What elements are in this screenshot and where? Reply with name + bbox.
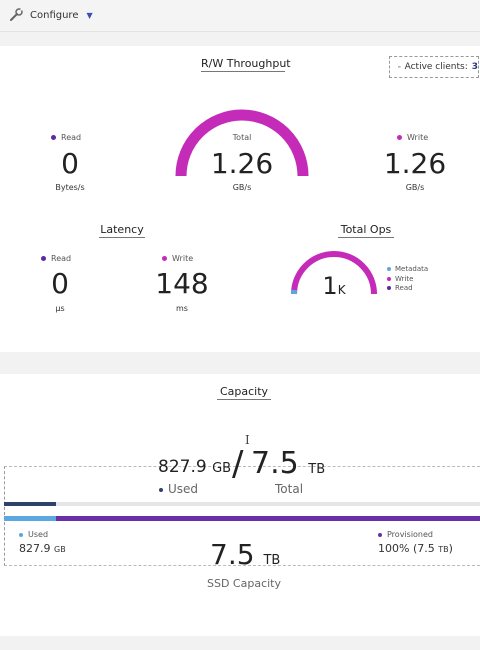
total-ops-title: Total Ops bbox=[338, 223, 394, 238]
capacity-total-label: Total bbox=[275, 482, 304, 496]
used-dot-icon bbox=[159, 487, 163, 492]
top-toolbar: Configure ▼ bbox=[0, 0, 480, 32]
total-ops-legend: Metadata Write Read bbox=[387, 265, 428, 294]
capacity-panel: Capacity I 827.9 GB / 7.5 TB Used Total … bbox=[0, 374, 480, 636]
capacity-total-value: 7.5 TB bbox=[251, 446, 326, 481]
throughput-read-value: 0 bbox=[61, 147, 79, 180]
provisioned-legend: Provisioned bbox=[378, 530, 433, 539]
legend-metadata: Metadata bbox=[387, 265, 428, 275]
read-dot-icon bbox=[41, 256, 46, 261]
clients-icon bbox=[398, 66, 401, 68]
chevron-down-icon: ▼ bbox=[86, 10, 93, 20]
throughput-write-value: 1.26 bbox=[383, 147, 447, 180]
throughput-gauge bbox=[175, 109, 309, 177]
throughput-read-unit: Bytes/s bbox=[55, 183, 85, 192]
configure-button[interactable]: Configure ▼ bbox=[8, 4, 93, 26]
throughput-write-legend: Write bbox=[397, 133, 428, 142]
provisioned-value: 100% (7.5 TB) bbox=[378, 542, 453, 555]
total-ops-gauge bbox=[291, 251, 377, 295]
total-ops-value: 1K bbox=[322, 272, 346, 300]
text-cursor-icon: I bbox=[245, 433, 250, 447]
latency-write-legend: Write bbox=[162, 254, 193, 263]
configure-label: Configure bbox=[30, 9, 79, 21]
latency-write-unit: ms bbox=[176, 304, 188, 313]
latency-write-value: 148 bbox=[155, 267, 209, 300]
used-progress-fill bbox=[4, 502, 57, 506]
used-progress-bar bbox=[4, 502, 480, 506]
legend-read: Read bbox=[387, 284, 428, 294]
throughput-total-value: 1.26 bbox=[210, 147, 274, 180]
ssd-capacity-label: SSD Capacity bbox=[207, 577, 282, 590]
throughput-total-label: Total bbox=[232, 133, 252, 142]
active-clients-label: Active clients: bbox=[404, 62, 468, 72]
throughput-total-unit: GB/s bbox=[232, 183, 252, 192]
latency-read-legend: Read bbox=[41, 254, 71, 263]
throughput-read-legend: Read bbox=[51, 133, 81, 142]
ssd-capacity-value: 7.5 TB bbox=[210, 538, 281, 571]
write-dot-icon bbox=[397, 135, 402, 140]
capacity-title: Capacity bbox=[217, 385, 271, 400]
latency-read-value: 0 bbox=[51, 267, 69, 300]
throughput-title: R/W Throughput bbox=[201, 57, 291, 72]
active-clients-badge[interactable]: Active clients: 3 bbox=[389, 56, 479, 78]
capacity-used-legend: Used bbox=[159, 482, 198, 496]
active-clients-value: 3 bbox=[471, 62, 478, 72]
performance-panel: R/W Throughput Active clients: 3 Read 0 … bbox=[0, 46, 480, 352]
used-portion-fill bbox=[4, 516, 57, 521]
legend-write: Write bbox=[387, 275, 428, 285]
read-dot-icon bbox=[51, 135, 56, 140]
provisioned-bar bbox=[4, 516, 480, 521]
used-blue-dot-icon bbox=[19, 532, 23, 537]
wrench-icon bbox=[10, 8, 23, 21]
capacity-used-value: 827.9 GB bbox=[158, 457, 232, 477]
throughput-write-unit: GB/s bbox=[405, 183, 425, 192]
used-small-legend: Used bbox=[19, 530, 48, 539]
provisioned-dot-icon bbox=[378, 532, 382, 537]
used-small-value: 827.9 GB bbox=[19, 542, 66, 555]
latency-read-unit: µs bbox=[55, 304, 65, 313]
write-dot-icon bbox=[162, 256, 167, 261]
capacity-slash: / bbox=[232, 444, 244, 484]
latency-title: Latency bbox=[99, 223, 145, 238]
